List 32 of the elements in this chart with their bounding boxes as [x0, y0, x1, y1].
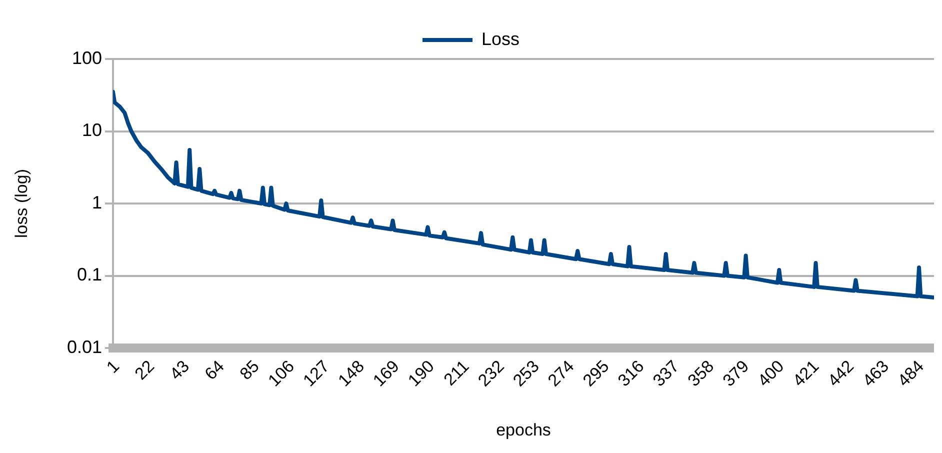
x-tick-label: 148: [334, 356, 368, 390]
x-tick-label: 274: [544, 356, 578, 390]
x-tick-label: 169: [369, 356, 403, 390]
legend-label: Loss: [481, 28, 520, 49]
x-tick-label: 400: [754, 356, 788, 390]
x-tick-label: 22: [131, 356, 158, 384]
x-axis-title: epochs: [496, 420, 551, 440]
x-tick-label: 1: [102, 356, 123, 377]
x-tick-label: 463: [859, 356, 893, 390]
x-tick-label: 484: [894, 356, 928, 390]
y-tick-label: 100: [72, 48, 102, 68]
y-tick-label: 1: [92, 192, 102, 212]
y-tick-label: 0.1: [76, 264, 102, 285]
x-tick-label: 253: [509, 356, 543, 390]
x-tick-label: 211: [440, 356, 473, 390]
x-tick-label: 106: [264, 356, 298, 390]
x-tick-label: 127: [300, 356, 334, 390]
x-tick-label: 316: [614, 356, 648, 390]
x-tick-label: 295: [579, 356, 613, 390]
x-tick-label: 190: [404, 356, 438, 390]
x-tick-label: 379: [719, 356, 753, 390]
x-tick-label: 43: [166, 356, 193, 384]
x-tick-label: 442: [824, 356, 858, 390]
x-tick-label: 64: [201, 356, 228, 384]
y-axis-title: loss (log): [12, 169, 31, 238]
x-tick-label: 358: [684, 356, 718, 390]
y-tick-label: 0.01: [66, 336, 102, 357]
x-tick-label: 85: [236, 356, 263, 384]
x-tick-label: 421: [789, 356, 823, 390]
x-tick-label: 232: [474, 356, 508, 390]
y-tick-label: 10: [82, 120, 102, 140]
x-tick-label: 337: [649, 356, 683, 390]
